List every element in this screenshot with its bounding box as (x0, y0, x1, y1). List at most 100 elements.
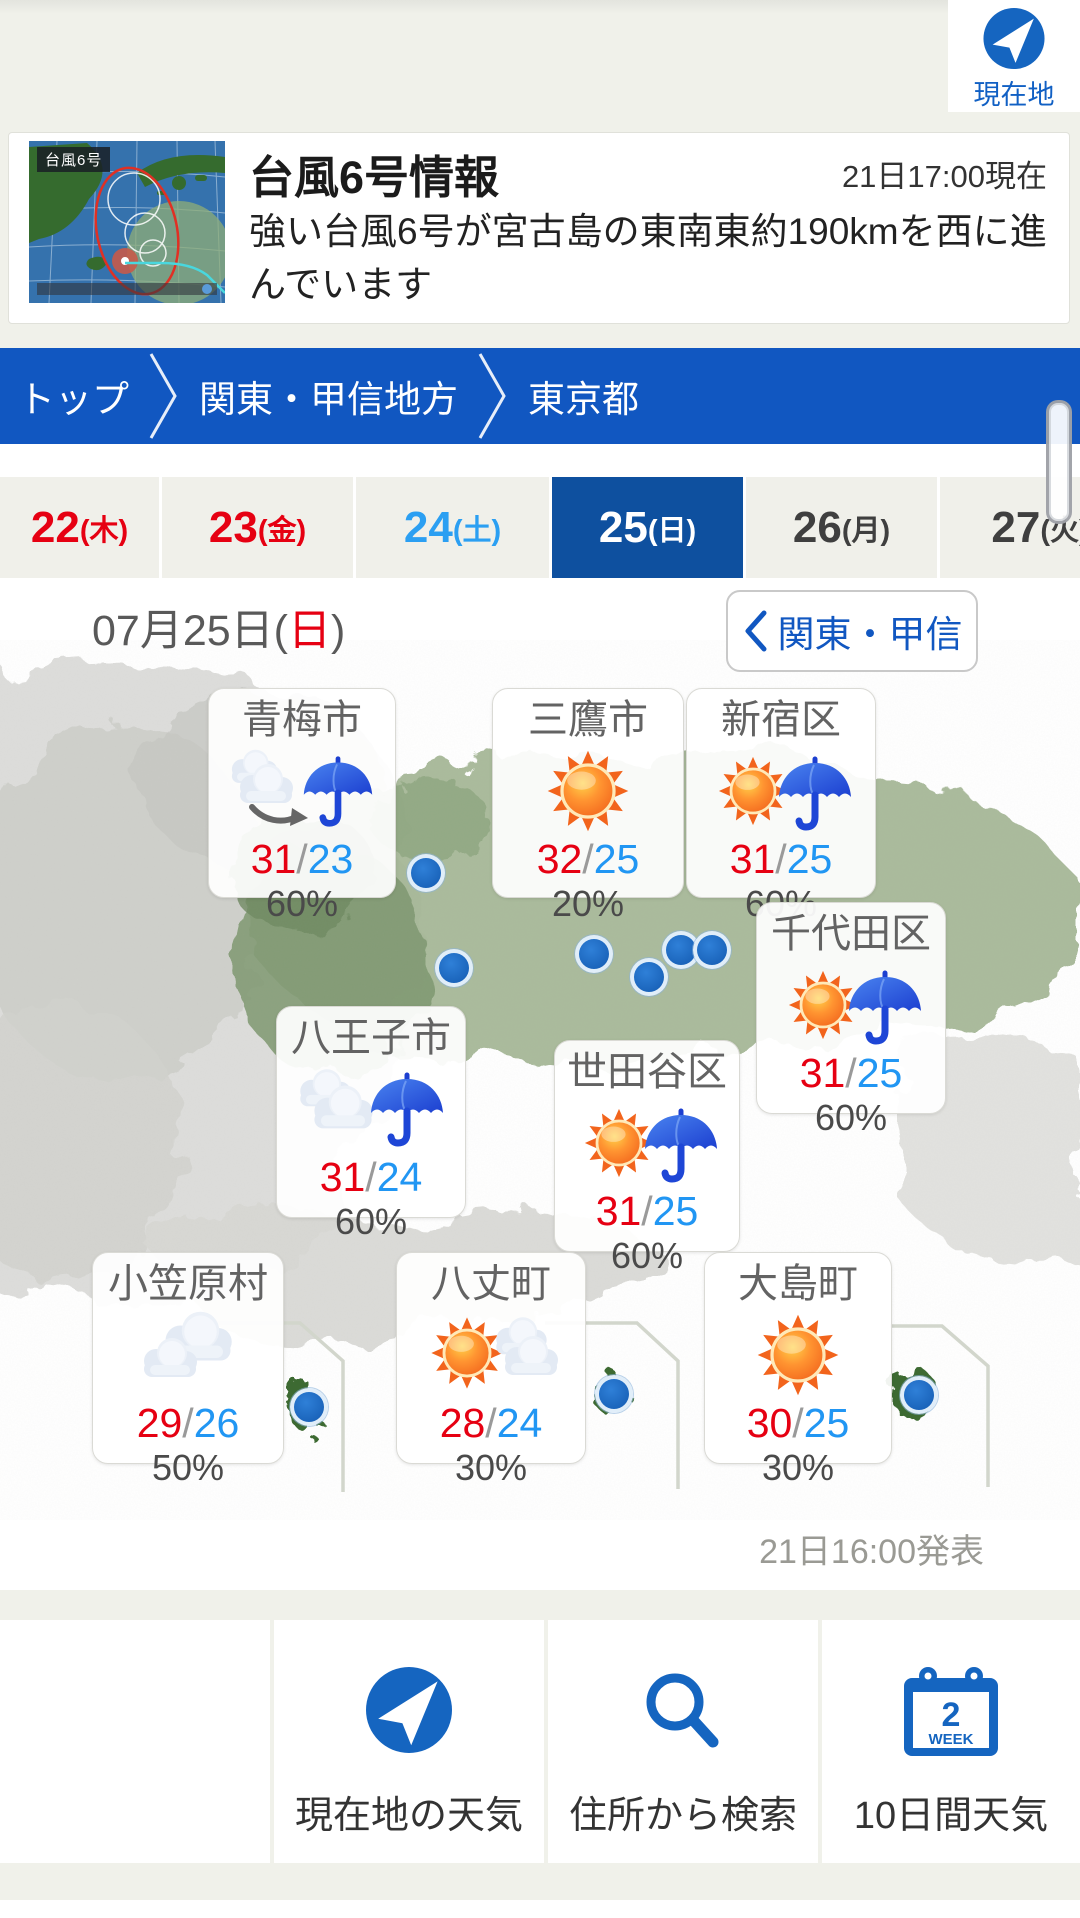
typhoon-thumb-label: 台風6号 (37, 147, 111, 172)
tab-day-24[interactable]: 24 (土) (356, 477, 549, 578)
back-button-label: 関東・甲信 (777, 614, 963, 655)
typhoon-description: 強い台風6号が宮古島の東南東約190kmを西に進んでいます (249, 211, 1047, 305)
footer-label: 住所から検索 (568, 1795, 797, 1837)
tab-day-number: 24 (403, 502, 453, 552)
map-dot (575, 935, 613, 973)
footer-current-location-button[interactable]: 現在地の天気 (274, 1620, 544, 1863)
city-name: 八丈町 (431, 1262, 551, 1306)
city-card-chiyoda[interactable]: 千代田区 31/25 60% (756, 902, 946, 1138)
search-icon (646, 1673, 719, 1748)
calendar-badge-number: 2 (942, 1696, 961, 1734)
published-timestamp: 21日16:00発表 (759, 1533, 984, 1571)
temp-slash: / (582, 836, 594, 882)
map-dot (630, 958, 668, 996)
precip-probability: 30% (761, 1447, 835, 1488)
weather-icon-cloudy (93, 1309, 283, 1401)
map-dot (595, 1375, 633, 1413)
typhoon-info-card[interactable]: 台風6号 台風6号情報 21日17:00現在 強い台風6号が宮古島の東南東約19… (8, 132, 1070, 324)
calendar-icon: 2 WEEK (904, 1667, 998, 1756)
date-dow: 日 (287, 607, 331, 655)
footer-label: 現在地の天気 (294, 1795, 523, 1837)
umbrella-icon (304, 759, 372, 824)
typhoon-title: 台風6号情報 (249, 152, 500, 203)
typhoon-timestamp: 21日17:00現在 (841, 159, 1047, 194)
temp-high: 31 (799, 1050, 846, 1096)
scrollbar-thumb[interactable] (1046, 400, 1072, 524)
map-dot (900, 1376, 938, 1414)
tab-day-number: 26 (792, 502, 842, 552)
tab-day-dow: (金) (257, 514, 307, 547)
temp-high: 30 (746, 1400, 793, 1446)
footer-address-search-button[interactable]: 住所から検索 (548, 1620, 818, 1863)
temp-slash: / (775, 836, 787, 882)
sun-icon (583, 1107, 655, 1179)
city-card-shinjuku[interactable]: 新宿区 31/25 60% (686, 688, 876, 924)
tab-day-23[interactable]: 23 (金) (162, 477, 353, 578)
forecast-date-title: 07月25日(日) (92, 596, 345, 658)
city-card-hachioji[interactable]: 八王子市 31/24 60% (276, 1006, 466, 1242)
precip-probability: 60% (265, 883, 339, 924)
temp-low: 25 (786, 836, 833, 882)
city-card-mitaka[interactable]: 三鷹市 32/25 20% (492, 688, 684, 924)
breadcrumb-prefecture: 東京都 (528, 379, 639, 420)
tab-day-dow: (日) (647, 514, 697, 547)
umbrella-icon (779, 759, 851, 827)
current-location-button[interactable]: 現在地 (948, 0, 1080, 112)
temp-high: 31 (250, 836, 297, 882)
typhoon-map-thumbnail: 台風6号 (29, 141, 225, 303)
footer-toolbar: 現在地の天気 住所から検索 2 WEEK 10日間天気 (0, 1590, 1080, 1900)
weather-icon-sunny (493, 745, 683, 837)
city-card-ogasawara[interactable]: 小笠原村 29/26 50% (92, 1252, 284, 1488)
city-card-oshima[interactable]: 大島町 30/25 30% (704, 1252, 892, 1488)
temp-low: 24 (496, 1400, 543, 1446)
city-name: 新宿区 (721, 698, 841, 742)
tab-day-number: 27 (991, 502, 1041, 552)
city-name: 大島町 (738, 1262, 858, 1306)
date-main: 07月25日( (92, 607, 288, 655)
precip-probability: 60% (610, 1235, 684, 1276)
umbrella-icon (849, 973, 921, 1041)
tab-day-22[interactable]: 22 (木) (0, 477, 159, 578)
tab-day-25-selected[interactable]: 25 (日) (552, 477, 743, 578)
tab-day-27[interactable]: 27(火) (940, 477, 1080, 578)
temp-slash: / (485, 1400, 497, 1446)
precip-probability: 20% (551, 883, 625, 924)
temp-high: 28 (439, 1400, 486, 1446)
city-name: 八王子市 (291, 1016, 451, 1060)
date-close: ) (330, 607, 346, 655)
city-name: 世田谷区 (567, 1050, 727, 1094)
footer-ten-day-forecast-button[interactable]: 2 WEEK 10日間天気 (822, 1620, 1080, 1863)
city-card-setagaya[interactable]: 世田谷区 31/25 60% (554, 1040, 740, 1276)
map-dot (435, 949, 473, 987)
temp-high: 31 (729, 836, 776, 882)
temp-slash: / (845, 1050, 857, 1096)
temp-low: 25 (856, 1050, 903, 1096)
city-name: 三鷹市 (528, 698, 648, 742)
city-name: 青梅市 (242, 698, 362, 742)
city-card-oume[interactable]: 青梅市 31/23 60% (208, 688, 396, 924)
temp-slash: / (296, 836, 308, 882)
breadcrumb-top[interactable]: トップ (18, 379, 129, 420)
bottom-strip (0, 1900, 1080, 1918)
precip-probability: 30% (454, 1447, 528, 1488)
temp-low: 26 (193, 1400, 240, 1446)
weather-icon-cloud-then-rain (277, 1063, 465, 1155)
tab-day-26[interactable]: 26 (月) (746, 477, 937, 578)
map-dot (407, 854, 445, 892)
tab-day-number: 23 (208, 502, 258, 552)
sun-icon (756, 1313, 840, 1397)
temp-slash: / (182, 1400, 194, 1446)
temp-slash: / (641, 1188, 653, 1234)
city-card-hachijo[interactable]: 八丈町 28/24 30% (396, 1252, 586, 1488)
temp-high: 31 (595, 1188, 642, 1234)
location-arrow-icon (983, 7, 1045, 70)
back-to-region-button[interactable]: 関東・甲信 (726, 590, 978, 672)
temp-high: 31 (319, 1154, 366, 1200)
current-location-label: 現在地 (973, 80, 1055, 110)
breadcrumb-chevron-icon (478, 353, 506, 439)
breadcrumb-chevron-icon (149, 353, 177, 439)
breadcrumb-region[interactable]: 関東・甲信地方 (199, 379, 458, 420)
tab-day-number: 25 (598, 502, 648, 552)
temp-low: 23 (307, 836, 354, 882)
weather-icon-sunny (705, 1309, 891, 1401)
